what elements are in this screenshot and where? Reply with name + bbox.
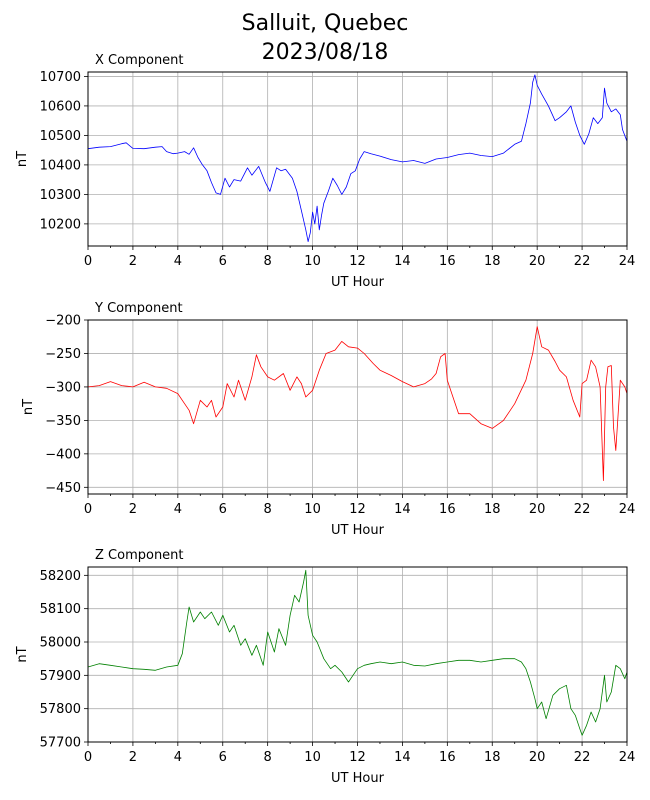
x-tick-label: 4	[174, 502, 182, 517]
y-tick-label: 10600	[40, 99, 81, 114]
x-tick-label: 16	[439, 254, 456, 269]
x-tick-label: 14	[394, 502, 411, 517]
y-tick-label: 10300	[40, 188, 81, 203]
x-tick-label: 24	[619, 254, 636, 269]
subplot-title: Y Component	[94, 301, 183, 316]
x-tick-label: 18	[484, 502, 501, 517]
y-tick-label: −250	[45, 347, 81, 362]
y-tick-label: 58000	[40, 636, 81, 651]
chart-panel-1: 0 2 4 6 8 10 12 14 16 18 20 22 241020010300104001050…	[15, 53, 635, 290]
x-tick-label: 8	[264, 254, 272, 269]
x-axis-label: UT Hour	[331, 523, 385, 538]
x-tick-label: 24	[619, 502, 636, 517]
y-tick-label: 57700	[40, 736, 81, 751]
x-tick-label: 4	[174, 254, 182, 269]
x-tick-label: 10	[304, 750, 321, 765]
x-tick-label: 14	[394, 254, 411, 269]
x-tick-label: 20	[529, 502, 546, 517]
chart-panel-2: 0 2 4 6 8 10 12 14 16 18 20 22 24−450−400−350−300−25…	[21, 301, 635, 538]
y-tick-label: 10700	[40, 70, 81, 85]
x-tick-label: 22	[574, 254, 591, 269]
x-tick-label: 0	[84, 502, 92, 517]
x-tick-label: 2	[129, 254, 137, 269]
y-tick-label: 10200	[40, 217, 81, 232]
x-tick-label: 20	[529, 254, 546, 269]
x-tick-label: 22	[574, 502, 591, 517]
x-tick-label: 20	[529, 750, 546, 765]
y-tick-label: 57800	[40, 702, 81, 717]
y-axis-label: nT	[15, 151, 30, 167]
x-tick-label: 16	[439, 750, 456, 765]
series-line	[87, 326, 628, 482]
y-axis-label: nT	[21, 399, 36, 415]
x-tick-label: 8	[264, 502, 272, 517]
x-tick-label: 8	[264, 750, 272, 765]
x-tick-label: 6	[219, 750, 227, 765]
y-axis-label: nT	[15, 646, 30, 662]
chart-panel-3: 0 2 4 6 8 10 12 14 16 18 20 22 245770057800579005800…	[15, 548, 635, 786]
x-tick-label: 12	[349, 750, 366, 765]
x-tick-label: 6	[219, 502, 227, 517]
y-tick-label: 10400	[40, 158, 81, 173]
x-tick-label: 22	[574, 750, 591, 765]
figure-title: Salluit, Quebec	[241, 11, 409, 36]
subplot-title: Z Component	[95, 548, 184, 563]
x-tick-label: 10	[304, 502, 321, 517]
y-tick-label: −200	[45, 314, 81, 329]
x-tick-label: 2	[129, 502, 137, 517]
subplot-title: X Component	[95, 53, 184, 68]
x-axis-label: UT Hour	[331, 771, 385, 786]
y-tick-label: 10500	[40, 129, 81, 144]
y-tick-label: 58200	[40, 569, 81, 584]
x-tick-label: 6	[219, 254, 227, 269]
x-tick-label: 18	[484, 254, 501, 269]
x-tick-label: 2	[129, 750, 137, 765]
x-axis-label: UT Hour	[331, 275, 385, 290]
x-tick-label: 0	[84, 750, 92, 765]
x-tick-label: 24	[619, 750, 636, 765]
x-tick-label: 12	[349, 254, 366, 269]
y-tick-label: −450	[45, 481, 81, 496]
x-tick-label: 12	[349, 502, 366, 517]
x-tick-label: 14	[394, 750, 411, 765]
x-tick-label: 4	[174, 750, 182, 765]
x-tick-label: 0	[84, 254, 92, 269]
y-tick-label: −400	[45, 447, 81, 462]
series-line	[87, 569, 628, 736]
x-tick-label: 16	[439, 502, 456, 517]
y-tick-label: −300	[45, 380, 81, 395]
x-tick-label: 18	[484, 750, 501, 765]
figure-date: 2023/08/18	[261, 40, 389, 65]
x-tick-label: 10	[304, 254, 321, 269]
y-tick-label: −350	[45, 414, 81, 429]
y-tick-label: 58100	[40, 602, 81, 617]
y-tick-label: 57900	[40, 669, 81, 684]
series-line	[87, 74, 628, 243]
